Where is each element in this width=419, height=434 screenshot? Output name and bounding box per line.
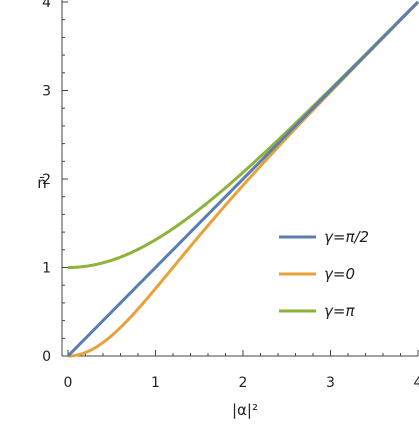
- legend-label: γ=0: [324, 265, 355, 283]
- legend-label: γ=π/2: [324, 228, 369, 246]
- y-tick-label: 0: [42, 349, 51, 365]
- y-tick-label: 1: [42, 261, 51, 277]
- ticks: 0 1 2 3 4 0 1 2 3 4: [42, 0, 419, 391]
- x-axis-label: |α|²: [232, 401, 258, 419]
- y-tick-label: 4: [42, 0, 51, 11]
- legend: γ=π/2 γ=0 γ=π: [279, 228, 369, 320]
- x-tick-label: 4: [414, 375, 419, 391]
- curves: [66, 0, 419, 358]
- x-tick-label: 0: [64, 375, 73, 391]
- series-line-0: [66, 0, 419, 358]
- legend-label: γ=π: [324, 302, 355, 320]
- y-tick-label: 2: [42, 172, 51, 188]
- x-tick-label: 1: [151, 375, 160, 391]
- x-tick-label: 2: [239, 375, 248, 391]
- y-axis-label: n̄: [37, 174, 47, 192]
- x-tick-label: 3: [326, 375, 335, 391]
- y-tick-label: 3: [42, 84, 51, 100]
